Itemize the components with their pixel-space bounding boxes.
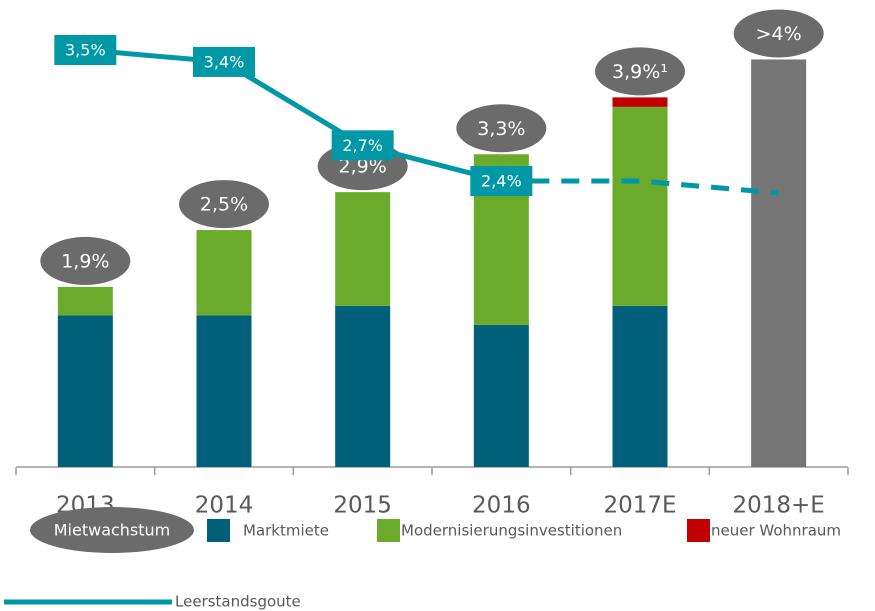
total-label: 2,5% (200, 194, 248, 216)
line-label-bg (331, 130, 394, 161)
bar-segment (57, 315, 113, 467)
bar-segment (196, 315, 252, 467)
bar-segment (335, 192, 391, 306)
bar-segment (335, 305, 391, 467)
total-label-bg (179, 180, 269, 229)
legend-label: neuer Wohnraum (711, 522, 841, 540)
total-label: >4% (756, 23, 802, 45)
x-tick-label: 2016 (472, 493, 531, 519)
line-label-bg (470, 166, 533, 197)
total-label: 1,9% (61, 250, 109, 272)
total-label-bg (40, 236, 131, 285)
legend-swatch (687, 519, 710, 542)
x-tick-label: 2018+E (732, 493, 824, 519)
line (85, 47, 502, 184)
line-label: 3,5% (65, 41, 106, 60)
legend-swatch (377, 519, 400, 542)
bar-segment (612, 106, 668, 306)
line-label-bg (54, 35, 117, 65)
total-label-bg (733, 9, 824, 58)
line-label: 3,4% (204, 52, 245, 71)
bar-segment (751, 59, 807, 468)
total-label-bg (595, 47, 685, 96)
line-label-bg (193, 46, 255, 77)
legend-label: Modernisierungsinvestitionen (401, 522, 622, 540)
bar-segment (196, 230, 252, 316)
total-label-bg (456, 104, 547, 153)
bar-segment (57, 286, 113, 316)
x-tick-label: 2014 (195, 493, 254, 519)
legend-label: Marktmiete (243, 522, 329, 540)
x-tick-label: 2015 (333, 493, 392, 519)
line-label: 2,7% (342, 136, 383, 155)
total-label: 3,3% (477, 118, 525, 140)
bar-segment (473, 324, 529, 467)
line-label: 2,4% (481, 172, 522, 191)
line (501, 178, 779, 196)
legend-label: Mietwachstum (54, 521, 171, 540)
legend-swatch (207, 519, 230, 542)
total-label: 2,9% (339, 156, 387, 178)
total-label: 3,9%¹ (612, 61, 668, 83)
legend-ellipse (30, 507, 194, 553)
bar-segment (612, 97, 668, 107)
legend-label: Leerstandsgoute (175, 593, 301, 611)
x-tick-label: 2017E (603, 493, 676, 519)
bar-segment (612, 305, 668, 467)
